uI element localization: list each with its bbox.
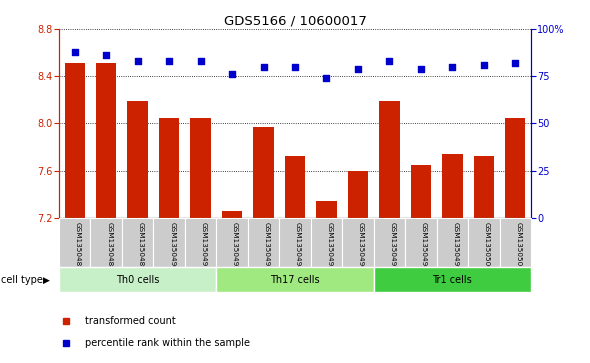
Text: GSM1350492: GSM1350492	[232, 222, 238, 270]
Point	[70, 49, 80, 54]
Text: GSM1350500: GSM1350500	[484, 222, 490, 270]
Text: cell type: cell type	[1, 275, 43, 285]
Text: GSM1350501: GSM1350501	[515, 222, 522, 270]
Bar	[217, 267, 373, 292]
Bar	[285, 156, 305, 218]
Text: GSM1350496: GSM1350496	[358, 222, 364, 270]
Bar	[311, 218, 342, 267]
Text: GSM1350494: GSM1350494	[295, 222, 301, 270]
Text: GSM1350498: GSM1350498	[421, 222, 427, 270]
Text: transformed count: transformed count	[85, 316, 176, 326]
Text: GSM1350487: GSM1350487	[75, 222, 81, 270]
Point	[416, 66, 425, 72]
Bar	[191, 118, 211, 218]
Bar	[279, 218, 311, 267]
Bar	[248, 218, 279, 267]
Bar	[253, 127, 274, 218]
Bar	[500, 218, 531, 267]
Bar	[153, 218, 185, 267]
Bar	[96, 63, 116, 218]
Point	[227, 72, 237, 77]
Point	[133, 58, 142, 64]
Bar	[437, 218, 468, 267]
Text: ▶: ▶	[42, 276, 50, 285]
Text: Tr1 cells: Tr1 cells	[432, 274, 472, 285]
Text: GSM1350495: GSM1350495	[326, 222, 333, 270]
Bar	[373, 218, 405, 267]
Text: GSM1350497: GSM1350497	[389, 222, 395, 270]
Point	[353, 66, 363, 72]
Bar	[122, 218, 153, 267]
Bar	[411, 165, 431, 218]
Point	[479, 62, 489, 68]
Point	[196, 58, 205, 64]
Text: percentile rank within the sample: percentile rank within the sample	[85, 338, 250, 348]
Bar	[379, 101, 399, 218]
Point	[259, 64, 268, 70]
Text: GSM1350493: GSM1350493	[264, 222, 270, 270]
Point	[322, 75, 331, 81]
Bar	[505, 118, 526, 218]
Bar	[474, 156, 494, 218]
Point	[290, 64, 300, 70]
Text: GSM1350499: GSM1350499	[453, 222, 458, 270]
Bar	[316, 201, 337, 218]
Text: GSM1350491: GSM1350491	[201, 222, 206, 270]
Point	[510, 60, 520, 66]
Bar	[405, 218, 437, 267]
Point	[448, 64, 457, 70]
Bar	[59, 267, 217, 292]
Text: GSM1350488: GSM1350488	[106, 222, 112, 270]
Point	[165, 58, 174, 64]
Text: GSM1350489: GSM1350489	[137, 222, 144, 270]
Text: GSM1350490: GSM1350490	[169, 222, 175, 270]
Bar	[342, 218, 373, 267]
Text: Th17 cells: Th17 cells	[270, 274, 320, 285]
Point	[385, 58, 394, 64]
Point	[101, 53, 111, 58]
Bar	[90, 218, 122, 267]
Bar	[159, 118, 179, 218]
Bar	[185, 218, 217, 267]
Text: Th0 cells: Th0 cells	[116, 274, 159, 285]
Title: GDS5166 / 10600017: GDS5166 / 10600017	[224, 15, 366, 28]
Bar	[64, 63, 85, 218]
Bar	[442, 154, 463, 218]
Bar	[222, 211, 242, 218]
Bar	[373, 267, 531, 292]
Bar	[59, 218, 90, 267]
Bar	[348, 171, 368, 218]
Bar	[217, 218, 248, 267]
Bar	[127, 101, 148, 218]
Bar	[468, 218, 500, 267]
